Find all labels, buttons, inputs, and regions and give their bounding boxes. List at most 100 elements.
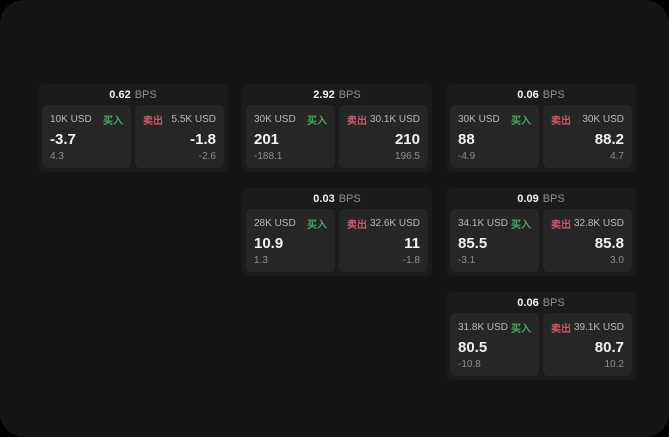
sell-size-label: 32.8K USD <box>573 218 624 229</box>
sell-delta: 3.0 <box>610 255 624 266</box>
buy-price: -3.7 <box>50 130 76 148</box>
buy-delta: 1.3 <box>254 255 268 266</box>
buy-panel-top: 31.8K USD 买入 <box>458 320 531 335</box>
bps-header: 0.06 BPS <box>446 292 636 313</box>
sell-size-label: 5.5K USD <box>171 114 216 125</box>
sell-panel[interactable]: 卖出 30.1K USD 210 196.5 <box>339 105 428 168</box>
sell-panel[interactable]: 卖出 39.1K USD 80.7 10.2 <box>543 313 632 376</box>
sell-side-label: 卖出 <box>551 220 571 231</box>
quote-card-body: 30K USD 买入 88 -4.9 卖出 30K USD 88.2 4.7 <box>446 105 636 172</box>
buy-size-label: 28K USD <box>254 218 296 229</box>
sell-panel[interactable]: 卖出 5.5K USD -1.8 -2.6 <box>135 105 224 168</box>
sell-price: 210 <box>394 130 420 148</box>
buy-side-label: 买入 <box>511 116 531 127</box>
bps-value: 0.09 <box>517 192 539 205</box>
bps-header: 0.62 BPS <box>38 84 228 105</box>
sell-price: 80.7 <box>594 338 624 356</box>
sell-delta: -2.6 <box>198 151 216 162</box>
bps-value: 0.62 <box>109 88 131 101</box>
bps-unit-label: BPS <box>338 88 361 101</box>
bps-unit-label: BPS <box>134 88 157 101</box>
quote-card: 0.06 BPS 30K USD 买入 88 -4.9 卖出 30K USD 8… <box>446 84 636 172</box>
buy-price: 85.5 <box>458 234 488 252</box>
buy-side-label: 买入 <box>511 324 531 335</box>
buy-panel-top: 30K USD 买入 <box>458 112 531 127</box>
buy-size-label: 31.8K USD <box>458 322 509 333</box>
sell-panel-top: 卖出 5.5K USD <box>143 112 216 127</box>
quote-card: 0.09 BPS 34.1K USD 买入 85.5 -3.1 卖出 32.8K… <box>446 188 636 276</box>
buy-size-label: 30K USD <box>254 114 296 125</box>
quote-card-body: 30K USD 买入 201 -188.1 卖出 30.1K USD 210 1… <box>242 105 432 172</box>
sell-price: -1.8 <box>190 130 216 148</box>
buy-panel[interactable]: 10K USD 买入 -3.7 4.3 <box>42 105 131 168</box>
sell-panel-top: 卖出 30.1K USD <box>347 112 420 127</box>
bps-unit-label: BPS <box>542 296 565 309</box>
buy-size-label: 30K USD <box>458 114 500 125</box>
sell-price: 11 <box>404 234 420 252</box>
buy-delta: -10.8 <box>458 359 481 370</box>
sell-delta: 4.7 <box>610 151 624 162</box>
buy-price: 80.5 <box>458 338 488 356</box>
bps-header: 2.92 BPS <box>242 84 432 105</box>
buy-price: 201 <box>254 130 280 148</box>
quote-card-body: 31.8K USD 买入 80.5 -10.8 卖出 39.1K USD 80.… <box>446 313 636 380</box>
bps-value: 0.06 <box>517 88 539 101</box>
buy-panel[interactable]: 34.1K USD 买入 85.5 -3.1 <box>450 209 539 272</box>
buy-panel[interactable]: 28K USD 买入 10.9 1.3 <box>246 209 335 272</box>
buy-delta: 4.3 <box>50 151 64 162</box>
buy-size-label: 10K USD <box>50 114 92 125</box>
sell-price: 88.2 <box>594 130 624 148</box>
bps-unit-label: BPS <box>542 192 565 205</box>
sell-delta: 10.2 <box>604 359 624 370</box>
buy-panel-top: 10K USD 买入 <box>50 112 123 127</box>
quote-card-body: 34.1K USD 买入 85.5 -3.1 卖出 32.8K USD 85.8… <box>446 209 636 276</box>
buy-delta: -3.1 <box>458 255 476 266</box>
quote-card-grid: 0.62 BPS 10K USD 买入 -3.7 4.3 卖出 5.5K USD… <box>38 84 636 380</box>
sell-side-label: 卖出 <box>347 116 367 127</box>
buy-side-label: 买入 <box>511 220 531 231</box>
buy-side-label: 买入 <box>307 116 327 127</box>
sell-panel-top: 卖出 30K USD <box>551 112 624 127</box>
bps-header: 0.09 BPS <box>446 188 636 209</box>
quote-card: 2.92 BPS 30K USD 买入 201 -188.1 卖出 30.1K … <box>242 84 432 172</box>
buy-panel-top: 30K USD 买入 <box>254 112 327 127</box>
sell-size-label: 30K USD <box>582 114 624 125</box>
sell-panel-top: 卖出 39.1K USD <box>551 320 624 335</box>
sell-size-label: 39.1K USD <box>573 322 624 333</box>
bps-header: 0.03 BPS <box>242 188 432 209</box>
quote-card-body: 28K USD 买入 10.9 1.3 卖出 32.6K USD 11 -1.8 <box>242 209 432 276</box>
sell-delta: 196.5 <box>394 151 420 162</box>
sell-price: 85.8 <box>594 234 624 252</box>
buy-delta: -188.1 <box>254 151 283 162</box>
quote-card-body: 10K USD 买入 -3.7 4.3 卖出 5.5K USD -1.8 -2.… <box>38 105 228 172</box>
buy-panel[interactable]: 30K USD 买入 88 -4.9 <box>450 105 539 168</box>
sell-side-label: 卖出 <box>551 116 571 127</box>
buy-price: 10.9 <box>254 234 284 252</box>
quote-card: 0.03 BPS 28K USD 买入 10.9 1.3 卖出 32.6K US… <box>242 188 432 276</box>
buy-price: 88 <box>458 130 475 148</box>
sell-panel[interactable]: 卖出 32.6K USD 11 -1.8 <box>339 209 428 272</box>
buy-delta: -4.9 <box>458 151 476 162</box>
quote-card: 0.06 BPS 31.8K USD 买入 80.5 -10.8 卖出 39.1… <box>446 292 636 380</box>
sell-side-label: 卖出 <box>347 220 367 231</box>
sell-panel[interactable]: 卖出 30K USD 88.2 4.7 <box>543 105 632 168</box>
sell-side-label: 卖出 <box>551 324 571 335</box>
sell-panel[interactable]: 卖出 32.8K USD 85.8 3.0 <box>543 209 632 272</box>
buy-panel[interactable]: 31.8K USD 买入 80.5 -10.8 <box>450 313 539 376</box>
buy-side-label: 买入 <box>103 116 123 127</box>
buy-panel-top: 28K USD 买入 <box>254 216 327 231</box>
bps-unit-label: BPS <box>542 88 565 101</box>
bps-value: 0.06 <box>517 296 539 309</box>
sell-delta: -1.8 <box>402 255 420 266</box>
bps-unit-label: BPS <box>338 192 361 205</box>
sell-size-label: 30.1K USD <box>369 114 420 125</box>
sell-side-label: 卖出 <box>143 116 163 127</box>
buy-side-label: 买入 <box>307 220 327 231</box>
sell-panel-top: 卖出 32.8K USD <box>551 216 624 231</box>
sell-size-label: 32.6K USD <box>369 218 420 229</box>
bps-value: 2.92 <box>313 88 335 101</box>
buy-panel-top: 34.1K USD 买入 <box>458 216 531 231</box>
bps-value: 0.03 <box>313 192 335 205</box>
buy-panel[interactable]: 30K USD 买入 201 -188.1 <box>246 105 335 168</box>
